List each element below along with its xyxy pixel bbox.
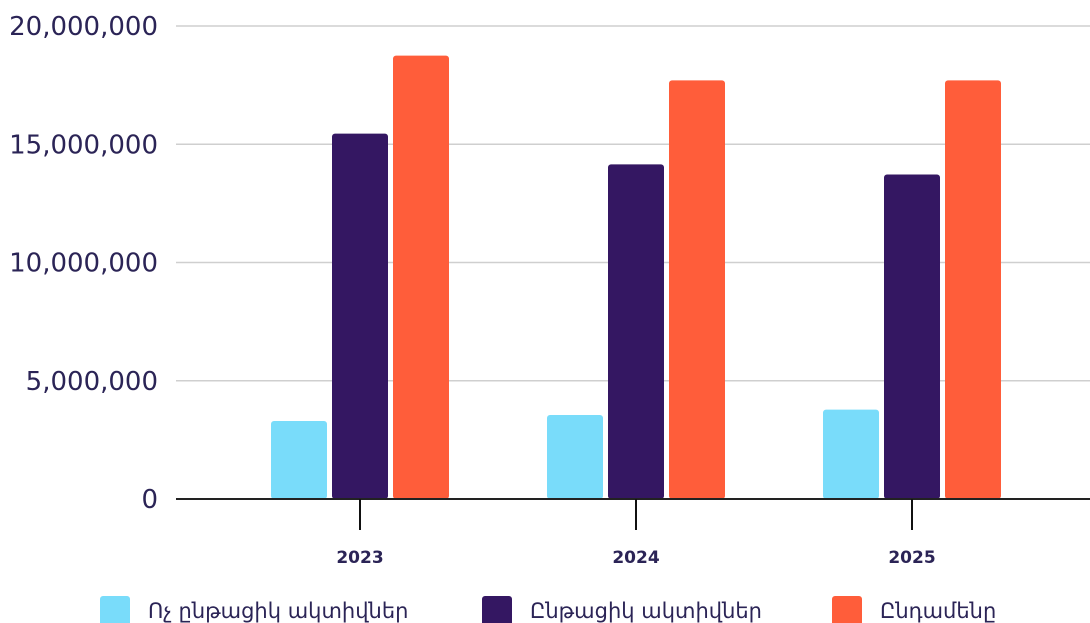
x-tick-label: 2025 bbox=[888, 548, 935, 568]
bar-2025-series-2[interactable] bbox=[884, 174, 940, 499]
bar-2023-series-3[interactable] bbox=[393, 55, 449, 499]
y-tick-label: 20,000,000 bbox=[9, 12, 158, 42]
legend-label-3: Ընդամենը bbox=[880, 599, 996, 623]
x-tick-label: 2023 bbox=[336, 548, 383, 568]
legend-swatch-2 bbox=[482, 596, 512, 623]
y-tick-label: 15,000,000 bbox=[9, 130, 158, 160]
y-tick-label: 0 bbox=[141, 485, 158, 515]
bar-2025-series-1[interactable] bbox=[823, 409, 879, 499]
x-tick-label: 2024 bbox=[612, 548, 659, 568]
x-axis-ticks: 2023 2024 2025 bbox=[336, 499, 936, 568]
y-tick-label: 10,000,000 bbox=[9, 249, 158, 279]
bar-2023-series-2[interactable] bbox=[332, 133, 388, 500]
y-axis-ticks: 0 5,000,000 10,000,000 15,000,000 20,000,000 bbox=[9, 12, 158, 515]
bars bbox=[271, 55, 1001, 500]
y-tick-label: 5,000,000 bbox=[26, 367, 158, 397]
bar-2024-series-2[interactable] bbox=[608, 164, 664, 500]
legend: Ոչ ընթացիկ ակտիվներ Ընթացիկ ակտիվներ Ընդամ… bbox=[100, 596, 996, 623]
bar-2024-series-3[interactable] bbox=[669, 80, 725, 500]
bar-2025-series-3[interactable] bbox=[945, 80, 1001, 500]
legend-swatch-1 bbox=[100, 596, 130, 623]
legend-label-2: Ընթացիկ ակտիվներ bbox=[530, 599, 762, 623]
legend-label-1: Ոչ ընթացիկ ակտիվներ bbox=[148, 599, 408, 623]
legend-swatch-3 bbox=[832, 596, 862, 623]
bar-2024-series-1[interactable] bbox=[547, 415, 603, 499]
bar-2023-series-1[interactable] bbox=[271, 420, 327, 499]
